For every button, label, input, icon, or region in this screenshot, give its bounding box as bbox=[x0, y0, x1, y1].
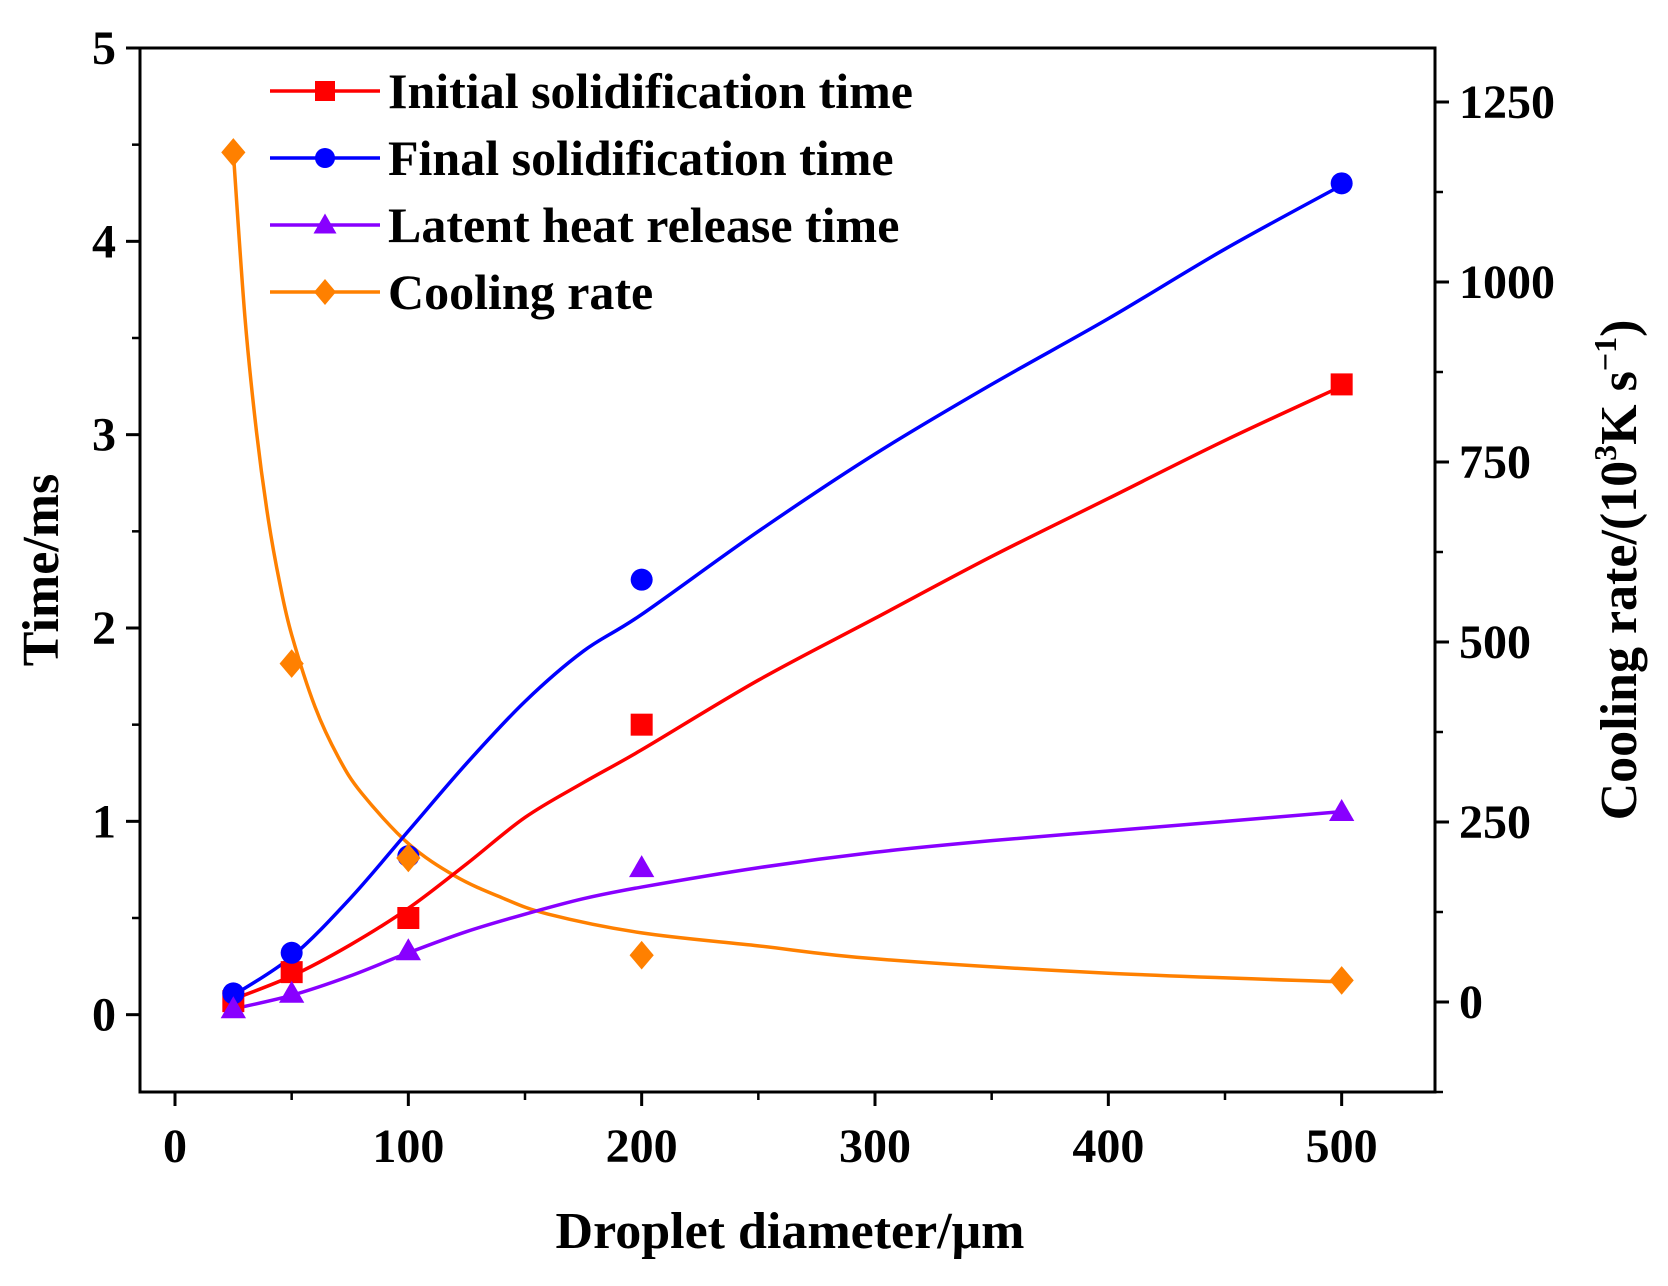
y-right-axis-title: Cooling rate/(103K s−1) bbox=[1587, 320, 1648, 821]
data-point-square bbox=[630, 713, 653, 736]
x-tick-label: 300 bbox=[839, 1120, 911, 1173]
y-left-tick-label: 1 bbox=[92, 795, 116, 848]
data-point-square bbox=[280, 961, 303, 984]
data-point-diamond bbox=[396, 843, 421, 873]
legend-label: Cooling rate bbox=[388, 264, 653, 320]
legend-label: Latent heat release time bbox=[388, 197, 899, 253]
data-point-circle bbox=[222, 982, 245, 1005]
y-right-tick-label: 0 bbox=[1459, 976, 1483, 1029]
axes-layer: 0 100 200 300 400 500 0 1 2 3 4 5 0 250 500 750 1000 1250 bbox=[92, 22, 1555, 1173]
data-point-triangle bbox=[1329, 799, 1355, 822]
legend-marker-circle bbox=[315, 148, 335, 168]
y-left-tick-label: 2 bbox=[92, 602, 116, 655]
legend-marker-square bbox=[315, 81, 335, 101]
x-axis-title: Droplet diameter/μm bbox=[556, 1203, 1025, 1260]
fit-curve-square bbox=[232, 384, 1343, 1001]
data-point-circle bbox=[1330, 172, 1353, 195]
data-point-triangle bbox=[629, 855, 655, 878]
y-left-tick-label: 0 bbox=[92, 989, 116, 1042]
fit-curves-layer bbox=[231, 152, 1343, 1011]
x-tick-label: 400 bbox=[1072, 1120, 1144, 1173]
data-point-diamond bbox=[279, 649, 304, 678]
fit-curve-diamond bbox=[231, 152, 1342, 984]
y-left-tick-label: 3 bbox=[92, 409, 116, 462]
y-right-tick-label: 1250 bbox=[1459, 76, 1555, 129]
y-right-tick-label: 250 bbox=[1459, 796, 1531, 849]
y-right-tick-label: 1000 bbox=[1459, 256, 1555, 309]
data-point-circle bbox=[630, 568, 653, 591]
data-point-square bbox=[1330, 373, 1353, 396]
plot-frame bbox=[138, 46, 1437, 1094]
legend-marker-triangle bbox=[313, 213, 337, 234]
data-point-circle bbox=[280, 941, 303, 964]
data-point-triangle bbox=[395, 938, 421, 961]
x-tick-label: 500 bbox=[1306, 1120, 1378, 1173]
fit-curve-circle bbox=[232, 183, 1343, 997]
y-right-tick-label: 750 bbox=[1459, 436, 1531, 489]
legend: Initial solidification time Final solidif… bbox=[270, 63, 913, 320]
x-tick-label: 100 bbox=[372, 1120, 444, 1173]
data-point-diamond bbox=[1329, 966, 1354, 995]
y-left-tick-label: 4 bbox=[92, 215, 116, 268]
y-left-tick-label: 5 bbox=[92, 22, 116, 75]
data-points-layer bbox=[220, 138, 1355, 1019]
data-point-diamond bbox=[221, 138, 246, 167]
legend-label: Final solidification time bbox=[388, 130, 894, 186]
data-point-square bbox=[397, 907, 420, 929]
data-point-triangle bbox=[279, 980, 305, 1003]
legend-marker-diamond bbox=[314, 279, 336, 305]
x-tick-label: 0 bbox=[163, 1120, 187, 1173]
y-left-axis-title: Time/ms bbox=[13, 474, 70, 667]
data-point-triangle bbox=[220, 996, 246, 1019]
y-right-tick-label: 500 bbox=[1459, 616, 1531, 669]
legend-label: Initial solidification time bbox=[388, 63, 913, 119]
data-point-diamond bbox=[629, 940, 654, 970]
fit-curve-triangle bbox=[232, 809, 1342, 1011]
x-tick-label: 200 bbox=[606, 1120, 678, 1173]
